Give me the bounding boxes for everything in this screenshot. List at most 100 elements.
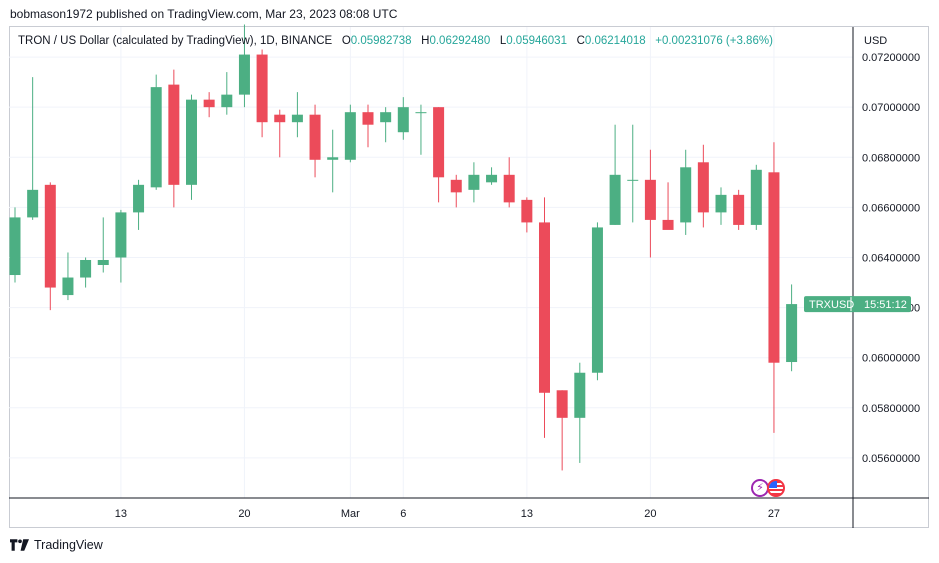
candle (750, 164, 762, 230)
price-tick-label: 0.06400000 (862, 252, 920, 264)
candle-body (574, 372, 586, 418)
candle-body (521, 199, 533, 223)
candle (80, 257, 92, 288)
candle-body (556, 390, 568, 418)
candle-body (9, 217, 21, 276)
brand-name: TradingView (34, 538, 103, 552)
candle-body (786, 304, 798, 363)
currency-label: USD (864, 35, 888, 47)
time-tick-label: 27 (768, 508, 780, 520)
candle-body (62, 277, 74, 296)
candle (468, 162, 480, 203)
candle (27, 77, 39, 220)
change-value: +0.00231076 (+3.86%) (655, 35, 773, 47)
candle (715, 187, 727, 225)
close-label: C (576, 35, 585, 47)
candle (503, 157, 515, 208)
candle (733, 189, 745, 230)
time-axis: 13 20 Mar 6 13 20 27 (115, 508, 780, 520)
candle (309, 104, 321, 178)
low-value: 0.05946031 (506, 35, 567, 47)
candle (662, 182, 674, 230)
candle (627, 124, 639, 223)
candle-body (327, 157, 339, 160)
candle (256, 49, 268, 138)
candle (539, 197, 550, 438)
candle (450, 174, 462, 208)
us-flag-icon[interactable] (767, 479, 785, 497)
candle (433, 107, 445, 203)
candle-body (344, 112, 356, 160)
candles (9, 24, 798, 471)
candle (186, 94, 197, 200)
price-tick-label: 0.05800000 (862, 403, 920, 415)
candle-body (715, 194, 727, 213)
candle (44, 182, 56, 311)
candle-body (97, 259, 109, 266)
candle-body (186, 99, 197, 185)
candle (556, 390, 568, 471)
candle-body (680, 167, 692, 223)
candle-body (27, 189, 39, 218)
candle-body (627, 179, 639, 181)
candle-body (397, 107, 409, 133)
high-value: 0.06292480 (429, 35, 491, 47)
price-tag-symbol: TRXUSD (809, 299, 854, 311)
candle-body (591, 227, 603, 373)
open-label: O (341, 35, 351, 47)
candle (380, 107, 392, 143)
candle-body (733, 194, 745, 225)
candle-body (662, 219, 674, 230)
candle-body (44, 184, 56, 288)
candle (9, 207, 21, 283)
candle (574, 362, 586, 463)
footer-brand[interactable]: TradingView (10, 538, 103, 552)
candle (133, 179, 145, 230)
candle (203, 92, 215, 118)
candle-body (486, 174, 498, 183)
candle-body (80, 259, 92, 278)
candle-body (115, 212, 127, 258)
candle (344, 104, 356, 163)
candle (238, 24, 250, 108)
high-label: H (421, 35, 430, 47)
candle-body (433, 107, 445, 178)
candle-body (768, 172, 780, 363)
low-label: L (499, 35, 507, 47)
time-tick-label: 20 (238, 508, 250, 520)
candle-body (750, 169, 762, 225)
candle (362, 104, 374, 148)
price-tag-countdown: 15:51:12 (864, 299, 907, 311)
candle (150, 74, 162, 190)
candle-body (256, 54, 268, 123)
candle-body (380, 112, 392, 123)
candle-body (309, 114, 321, 160)
candle-body (291, 114, 303, 123)
time-tick-label: 13 (115, 508, 127, 520)
time-tick-label: 6 (400, 508, 406, 520)
candle-body (362, 112, 374, 125)
candle (768, 142, 780, 433)
price-axis: 0.056000000.058000000.060000000.06200000… (862, 52, 920, 465)
last-price-tag: TRXUSD 15:51:12 (804, 296, 911, 313)
last-price-badge (804, 296, 911, 313)
candle-body (238, 54, 250, 95)
candle (486, 167, 498, 185)
candle-body (274, 114, 286, 123)
candle (274, 109, 286, 158)
candle-body (697, 162, 709, 213)
candle (221, 72, 233, 115)
symbol-legend: TRON / US Dollar (calculated by TradingV… (18, 35, 773, 47)
candle (644, 149, 656, 258)
price-tick-label: 0.07000000 (862, 102, 920, 114)
candle (521, 197, 533, 233)
price-tick-label: 0.05600000 (862, 453, 920, 465)
candle (397, 97, 409, 140)
candle (415, 104, 427, 155)
time-tick-label: Mar (341, 508, 360, 520)
close-value: 0.06214018 (584, 35, 646, 47)
price-tick-label: 0.06800000 (862, 152, 920, 164)
candle-body (503, 174, 515, 203)
price-tick-label: 0.06600000 (862, 202, 920, 214)
